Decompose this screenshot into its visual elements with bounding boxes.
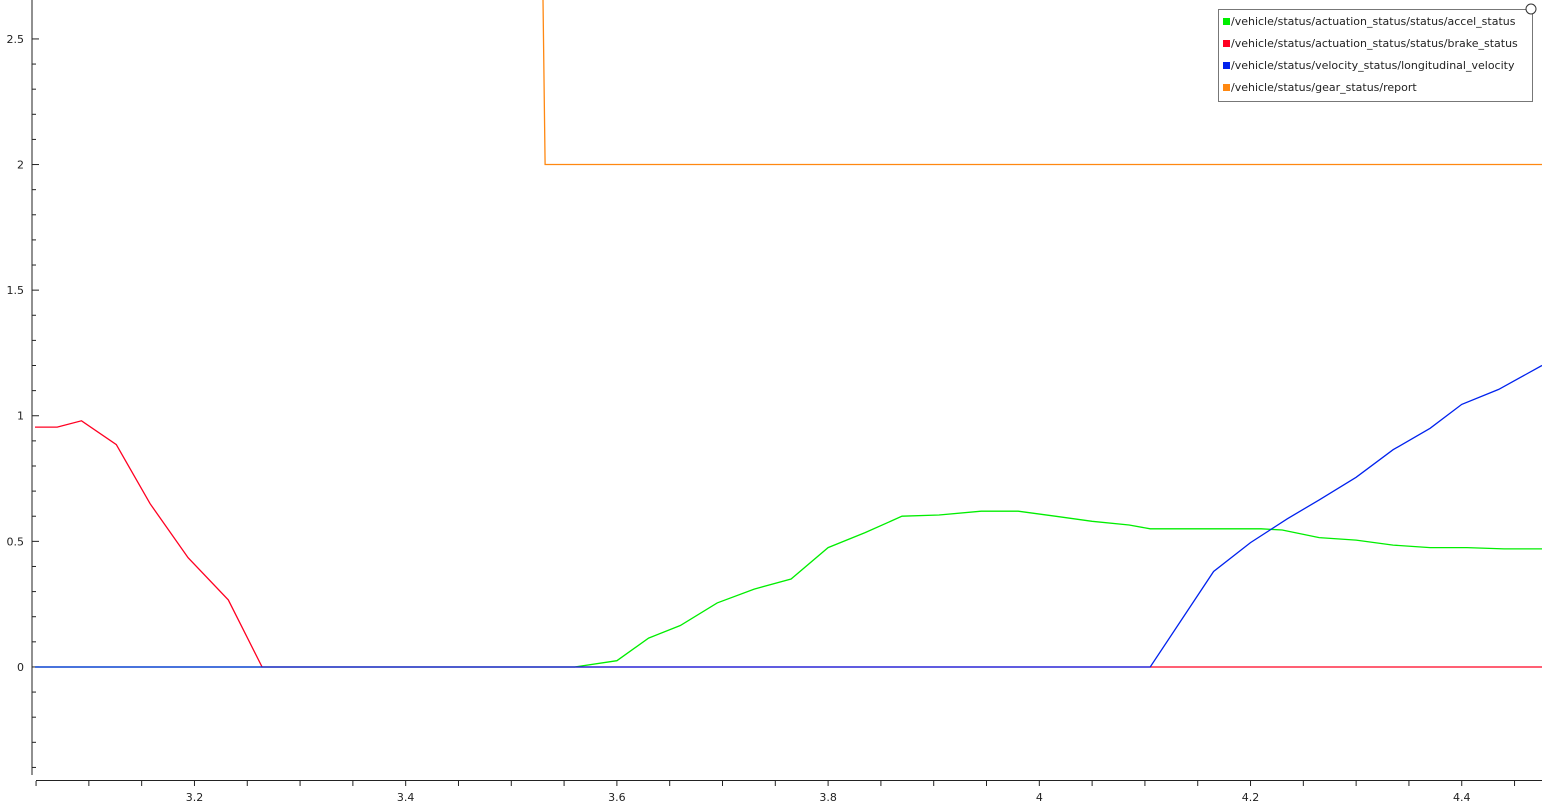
x-tick-label: 3.8 (819, 791, 837, 804)
legend-swatch-icon (1223, 18, 1230, 25)
series-line-1 (35, 420, 1542, 668)
legend-swatch-icon (1223, 84, 1230, 91)
series-line-2 (35, 364, 1542, 668)
x-tick-label: 3.6 (608, 791, 626, 804)
y-tick-label: 1.5 (7, 284, 25, 297)
series-line-3 (542, 0, 1542, 166)
y-tick-label: 0 (17, 661, 24, 674)
axes: 0 0.5 1 1.5 2 2.5 3.2 3.4 3.6 3.8 4 4.2 4.4 (7, 0, 1542, 804)
legend-swatch-icon (1223, 40, 1230, 47)
series-line-0 (35, 510, 1542, 668)
plot-area (35, 0, 1542, 668)
y-tick-label: 2.5 (7, 33, 25, 46)
x-tick-label: 4.4 (1453, 791, 1471, 804)
x-tick-label: 4.2 (1242, 791, 1260, 804)
y-tick-label: 0.5 (7, 535, 25, 548)
x-tick-label: 3.4 (397, 791, 415, 804)
legend-handle-icon (1525, 3, 1537, 15)
y-tick-label: 2 (17, 159, 24, 172)
x-tick-label: 4 (1036, 791, 1043, 804)
legend-entry: /vehicle/status/actuation_status/status/… (1231, 15, 1516, 28)
legend-box (1218, 9, 1533, 102)
legend[interactable]: /vehicle/status/actuation_status/status/… (1218, 3, 1537, 102)
legend-entry: /vehicle/status/actuation_status/status/… (1231, 37, 1518, 50)
legend-swatch-icon (1223, 62, 1230, 69)
legend-entry: /vehicle/status/velocity_status/longitud… (1231, 59, 1515, 72)
y-tick-label: 1 (17, 410, 24, 423)
x-tick-label: 3.2 (186, 791, 204, 804)
legend-entry: /vehicle/status/gear_status/report (1231, 81, 1417, 94)
